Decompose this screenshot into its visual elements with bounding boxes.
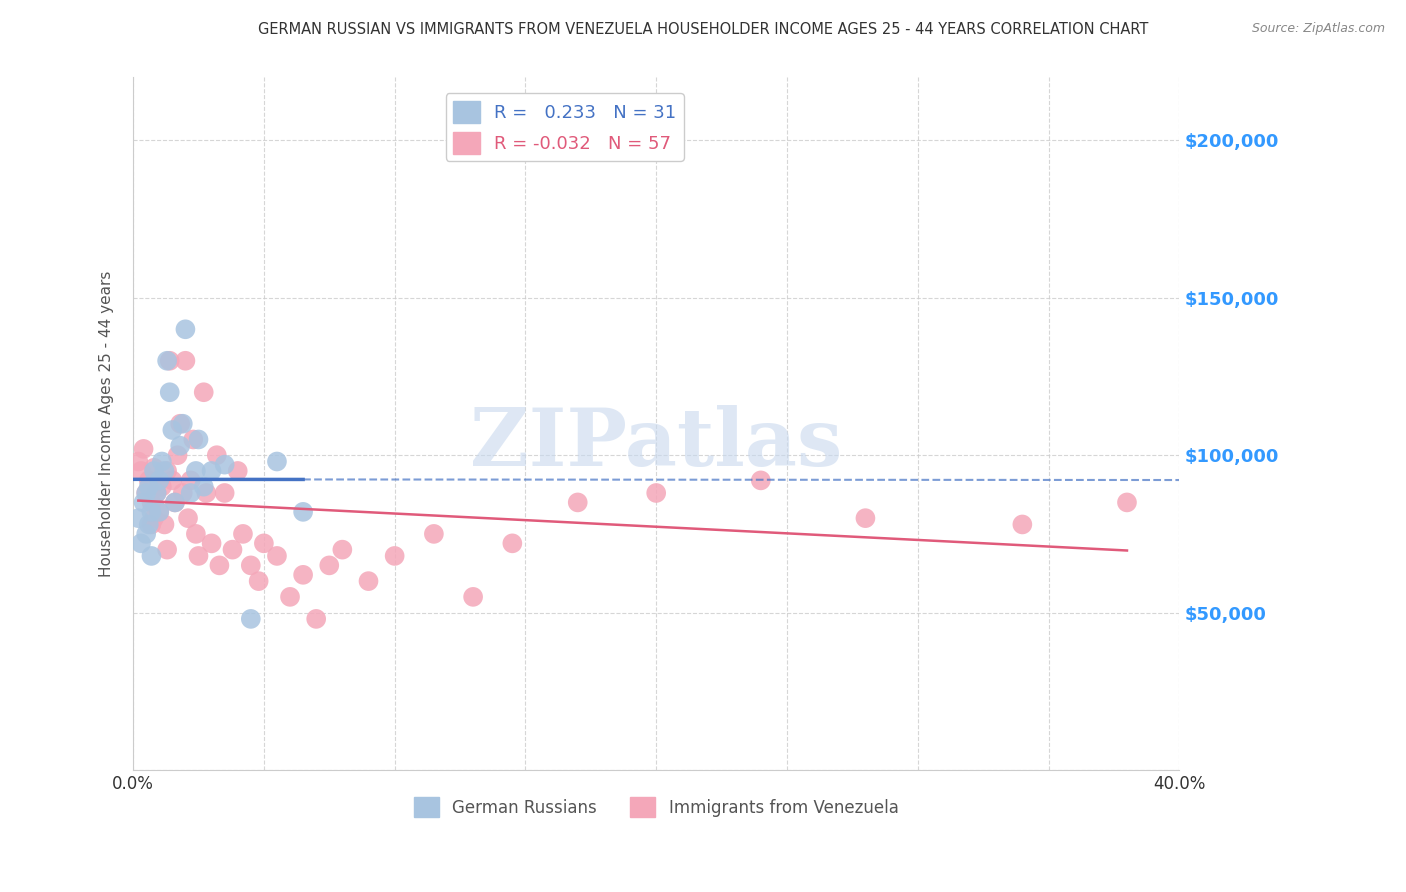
Point	[138, 480, 160, 494]
Point	[169, 417, 191, 431]
Point	[135, 527, 157, 541]
Point	[153, 517, 176, 532]
Point	[156, 542, 179, 557]
Point	[266, 454, 288, 468]
Point	[159, 385, 181, 400]
Point	[247, 574, 270, 588]
Point	[278, 590, 301, 604]
Point	[266, 549, 288, 563]
Point	[305, 612, 328, 626]
Point	[141, 517, 163, 532]
Point	[150, 454, 173, 468]
Point	[749, 474, 772, 488]
Point	[184, 464, 207, 478]
Point	[214, 458, 236, 472]
Point	[169, 439, 191, 453]
Point	[1116, 495, 1139, 509]
Point	[174, 353, 197, 368]
Legend: German Russians, Immigrants from Venezuela: German Russians, Immigrants from Venezue…	[408, 790, 905, 824]
Point	[132, 442, 155, 456]
Point	[200, 536, 222, 550]
Point	[174, 322, 197, 336]
Point	[205, 448, 228, 462]
Point	[159, 353, 181, 368]
Text: ZIPatlas: ZIPatlas	[470, 406, 842, 483]
Point	[138, 517, 160, 532]
Point	[180, 474, 202, 488]
Point	[253, 536, 276, 550]
Point	[318, 558, 340, 573]
Point	[156, 353, 179, 368]
Point	[143, 464, 166, 478]
Point	[855, 511, 877, 525]
Point	[292, 567, 315, 582]
Point	[180, 486, 202, 500]
Point	[195, 486, 218, 500]
Point	[177, 511, 200, 525]
Point	[193, 385, 215, 400]
Point	[141, 549, 163, 563]
Point	[145, 486, 167, 500]
Point	[163, 495, 186, 509]
Point	[148, 505, 170, 519]
Point	[162, 423, 184, 437]
Point	[162, 474, 184, 488]
Point	[226, 464, 249, 478]
Point	[214, 486, 236, 500]
Point	[357, 574, 380, 588]
Point	[148, 474, 170, 488]
Point	[292, 505, 315, 519]
Point	[156, 464, 179, 478]
Point	[423, 527, 446, 541]
Point	[645, 486, 668, 500]
Text: Source: ZipAtlas.com: Source: ZipAtlas.com	[1251, 22, 1385, 36]
Point	[239, 558, 262, 573]
Y-axis label: Householder Income Ages 25 - 44 years: Householder Income Ages 25 - 44 years	[100, 270, 114, 577]
Point	[150, 480, 173, 494]
Point	[184, 527, 207, 541]
Point	[384, 549, 406, 563]
Point	[129, 464, 152, 478]
Point	[132, 495, 155, 509]
Point	[163, 495, 186, 509]
Point	[330, 542, 353, 557]
Point	[172, 486, 194, 500]
Text: GERMAN RUSSIAN VS IMMIGRANTS FROM VENEZUELA HOUSEHOLDER INCOME AGES 25 - 44 YEAR: GERMAN RUSSIAN VS IMMIGRANTS FROM VENEZU…	[257, 22, 1149, 37]
Point	[141, 495, 163, 509]
Point	[145, 486, 167, 500]
Point	[127, 511, 149, 525]
Point	[193, 480, 215, 494]
Point	[239, 612, 262, 626]
Point	[148, 505, 170, 519]
Point	[232, 527, 254, 541]
Point	[187, 433, 209, 447]
Point	[181, 433, 204, 447]
Point	[129, 536, 152, 550]
Point	[221, 542, 243, 557]
Point	[143, 460, 166, 475]
Point	[135, 486, 157, 500]
Point	[187, 549, 209, 563]
Point	[135, 486, 157, 500]
Point	[172, 417, 194, 431]
Point	[166, 448, 188, 462]
Point	[208, 558, 231, 573]
Point	[1011, 517, 1033, 532]
Point	[461, 590, 484, 604]
Point	[141, 505, 163, 519]
Point	[200, 464, 222, 478]
Point	[153, 464, 176, 478]
Point	[127, 454, 149, 468]
Point	[567, 495, 589, 509]
Point	[138, 474, 160, 488]
Point	[148, 474, 170, 488]
Point	[143, 511, 166, 525]
Point	[501, 536, 523, 550]
